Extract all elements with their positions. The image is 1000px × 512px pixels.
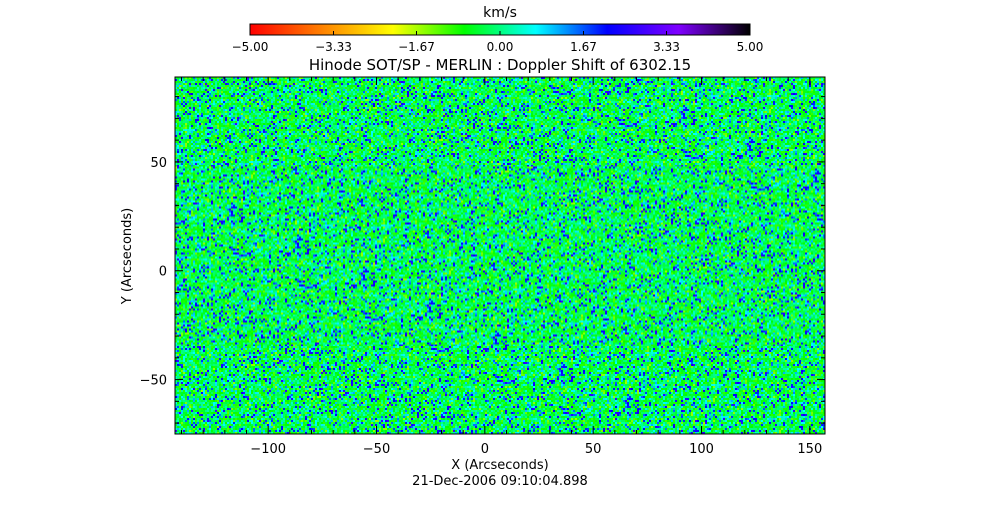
colorbar-tick-label: −5.00 bbox=[232, 40, 269, 54]
y-axis: −50 0 50 bbox=[140, 96, 825, 424]
plot-frame bbox=[174, 76, 826, 435]
y-tick-label: −50 bbox=[140, 374, 167, 389]
y-axis-label: Y (Arcseconds) bbox=[120, 208, 135, 305]
plot-area bbox=[174, 76, 826, 435]
timestamp: 21-Dec-2006 09:10:04.898 bbox=[412, 474, 588, 489]
x-tick-label: 100 bbox=[689, 442, 714, 457]
colorbar-tick-label: 1.67 bbox=[570, 40, 597, 54]
colorbar-tick-label: 0.00 bbox=[487, 40, 514, 54]
x-tick-label: 0 bbox=[481, 442, 489, 457]
x-axis: −100 −50 0 50 100 150 bbox=[181, 77, 822, 457]
x-tick-label: −50 bbox=[363, 442, 390, 457]
y-tick-label: 0 bbox=[159, 265, 167, 280]
x-axis-label: X (Arcseconds) bbox=[451, 458, 548, 473]
x-tick-label: 150 bbox=[797, 442, 822, 457]
y-tick-label: 50 bbox=[150, 156, 167, 171]
x-tick-label: 50 bbox=[585, 442, 602, 457]
x-tick-label: −100 bbox=[250, 442, 286, 457]
chart-title: Hinode SOT/SP - MERLIN : Doppler Shift o… bbox=[309, 56, 691, 74]
colorbar-tick-label: −1.67 bbox=[398, 40, 435, 54]
colorbar-tick-label: 5.00 bbox=[737, 40, 764, 54]
colorbar-ticks: −5.00 −3.33 −1.67 0.00 1.67 3.33 5.00 bbox=[232, 31, 764, 54]
doppler-heatmap bbox=[175, 77, 825, 434]
colorbar-label: km/s bbox=[483, 5, 517, 21]
colorbar-tick-label: −3.33 bbox=[315, 40, 352, 54]
colorbar-tick-label: 3.33 bbox=[653, 40, 680, 54]
